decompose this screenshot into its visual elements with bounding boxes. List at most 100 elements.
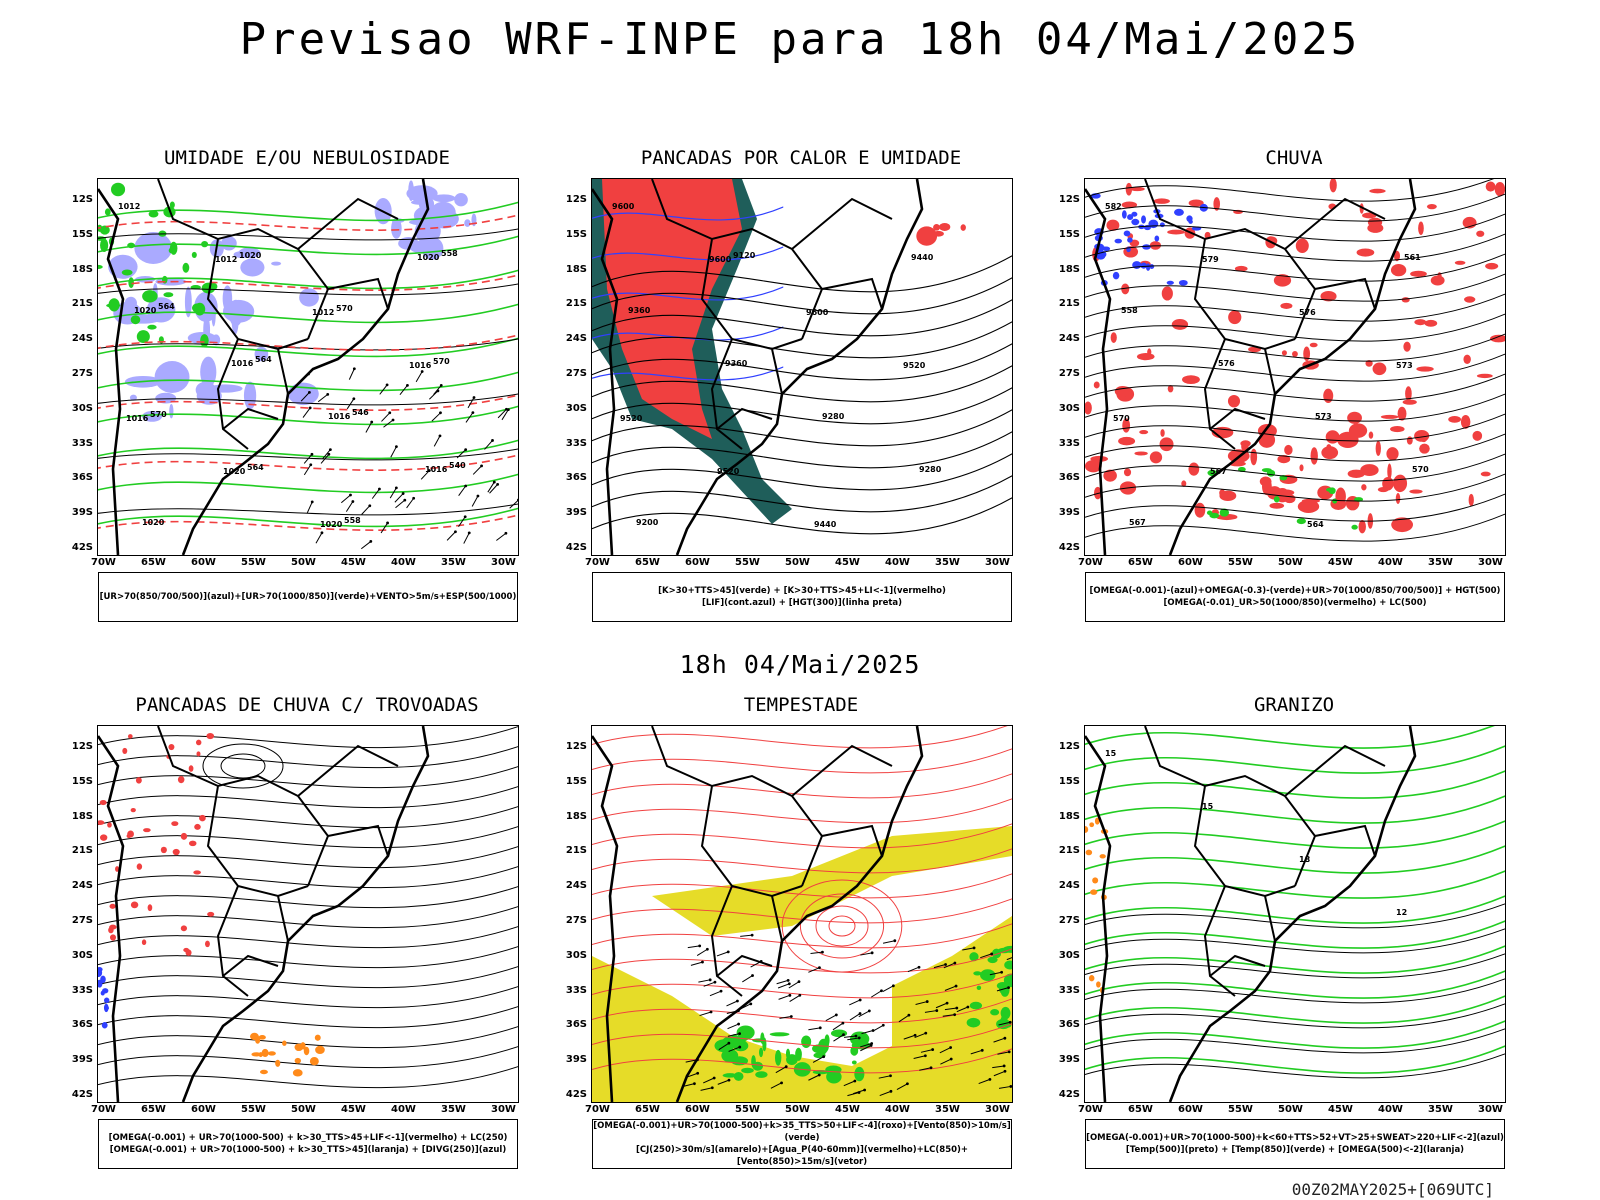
country-borders <box>651 726 893 997</box>
x-tick-label: 40W <box>885 557 910 568</box>
x-tick-label: 60W <box>1178 557 1203 568</box>
country-borders <box>157 726 399 997</box>
y-tick-label: 36S <box>1058 472 1080 484</box>
coastline <box>98 179 430 555</box>
y-tick-label: 15S <box>565 775 587 787</box>
y-tick-label: 12S <box>565 194 587 205</box>
x-tick-label: 45W <box>341 557 366 568</box>
x-tick-label: 65W <box>1128 1104 1153 1115</box>
x-tick-label: 55W <box>241 557 266 568</box>
anticyclone <box>202 743 284 789</box>
rain-fill <box>1085 179 1505 518</box>
x-tick-label: 50W <box>1278 557 1303 568</box>
legend-box: [OMEGA(-0.001) + UR>70(1000-500) + k>30_… <box>98 1119 518 1169</box>
y-tick-label: 30S <box>1058 402 1080 414</box>
x-tick-label: 35W <box>441 557 466 568</box>
y-tick-label: 12S <box>71 741 93 752</box>
coastline <box>98 726 430 1102</box>
contour-label: 573 <box>1315 412 1332 421</box>
coastline <box>592 179 924 555</box>
country-borders <box>1144 726 1386 997</box>
map-canvas <box>98 726 518 1102</box>
contour-label: 540 <box>449 461 466 470</box>
thunder-red <box>98 732 215 956</box>
contour-label: 1020 <box>239 251 262 260</box>
contour-label: 1020 <box>320 520 343 529</box>
y-tick-label: 33S <box>565 437 587 449</box>
legend-line: [OMEGA(-0.001) + UR>70(1000-500) + k>30_… <box>108 1133 508 1143</box>
y-tick-label: 21S <box>71 298 93 310</box>
x-tick-label: 35W <box>1428 557 1453 568</box>
y-tick-label: 15S <box>71 228 93 240</box>
contour-label: 570 <box>1412 465 1429 474</box>
legend-line: [OMEGA(-0.001)+UR>70(1000-500)+k<60+TTS>… <box>1086 1133 1504 1143</box>
x-tick-label: 45W <box>835 557 860 568</box>
contour-label: 1016 <box>409 361 432 370</box>
humidity-lower-contours <box>98 201 518 528</box>
y-tick-label: 42S <box>71 1089 93 1100</box>
contour-label: 1016 <box>231 359 254 368</box>
x-tick-label: 55W <box>241 1104 266 1115</box>
main-title: Previsao WRF-INPE para 18h 04/Mai/2025 <box>239 14 1361 65</box>
x-tick-label: 55W <box>735 557 760 568</box>
legend-box: [UR>70(850/700/500)](azul)+[UR>70(1000/8… <box>98 572 518 622</box>
contour-label: 558 <box>1121 306 1138 315</box>
x-tick-label: 55W <box>735 1104 760 1115</box>
map-panel-1: 1012 1012 1012 1016 1016 1020 1020 1020 1020 1016… <box>97 178 519 556</box>
contour-label: 1020 <box>417 253 440 262</box>
hgt500-contours <box>1085 179 1505 542</box>
x-tick-label: 50W <box>1278 1104 1303 1115</box>
x-tick-label: 55W <box>1228 1104 1253 1115</box>
y-tick-label: 42S <box>71 542 93 553</box>
y-tick-label: 24S <box>71 880 93 892</box>
legend-line: [K>30+TTS>45](verde) + [K>30+TTS>45+LI<-… <box>658 586 946 596</box>
anticyclone-inner <box>220 753 266 779</box>
contour-label: 1020 <box>142 518 165 527</box>
map-canvas: 9600960096009520952095209440944093609360… <box>592 179 1012 555</box>
country-borders <box>1144 179 1386 450</box>
y-tick-label: 18S <box>565 810 587 822</box>
divg-blue <box>98 967 110 1029</box>
y-tick-label: 27S <box>1058 915 1080 926</box>
contour-label: 15 <box>1105 749 1117 758</box>
x-tick-label: 70W <box>91 557 116 568</box>
x-tick-label: 40W <box>391 1104 416 1115</box>
x-tick-label: 35W <box>935 557 960 568</box>
contour-label: 576 <box>1218 359 1235 368</box>
y-tick-label: 39S <box>71 1054 93 1066</box>
x-tick-label: 30W <box>491 1104 516 1115</box>
x-tick-label: 45W <box>1328 557 1353 568</box>
contour-label: 567 <box>1129 518 1146 527</box>
streamlines-250 <box>98 726 518 1089</box>
k-tts-fill <box>592 179 792 524</box>
x-tick-label: 35W <box>441 1104 466 1115</box>
y-tick-label: 27S <box>565 915 587 926</box>
x-tick-label: 65W <box>141 1104 166 1115</box>
y-tick-label: 21S <box>1058 298 1080 310</box>
contour-label: 9120 <box>733 251 756 260</box>
x-tick-label: 70W <box>1078 557 1103 568</box>
contour-label: 558 <box>344 516 361 525</box>
x-tick-label: 60W <box>685 557 710 568</box>
y-tick-label: 21S <box>565 845 587 857</box>
x-tick-label: 45W <box>1328 1104 1353 1115</box>
y-tick-label: 12S <box>1058 194 1080 205</box>
contour-label: 570 <box>433 357 450 366</box>
contour-label: 564 <box>255 355 272 364</box>
contour-label: 9360 <box>725 359 748 368</box>
panel-title: GRANIZO <box>1253 694 1335 716</box>
map-panel-2: 9600 9600 9600 9520 9520 9520 9440 9440 9360 9360… <box>591 178 1013 556</box>
contour-label: 561 <box>1404 253 1421 262</box>
y-tick-label: 21S <box>71 845 93 857</box>
contour-label: 1012 <box>312 308 334 317</box>
contour-label: 570 <box>336 304 353 313</box>
water-contours <box>592 726 1012 1074</box>
legend-line: [OMEGA(-0.001)+UR>70(1000-500)+k>35_TTS>… <box>593 1121 1011 1143</box>
humidity-lower-fill <box>98 182 218 348</box>
x-tick-label: 65W <box>635 557 660 568</box>
panel-title: CHUVA <box>1265 147 1323 169</box>
y-tick-label: 24S <box>1058 880 1080 892</box>
